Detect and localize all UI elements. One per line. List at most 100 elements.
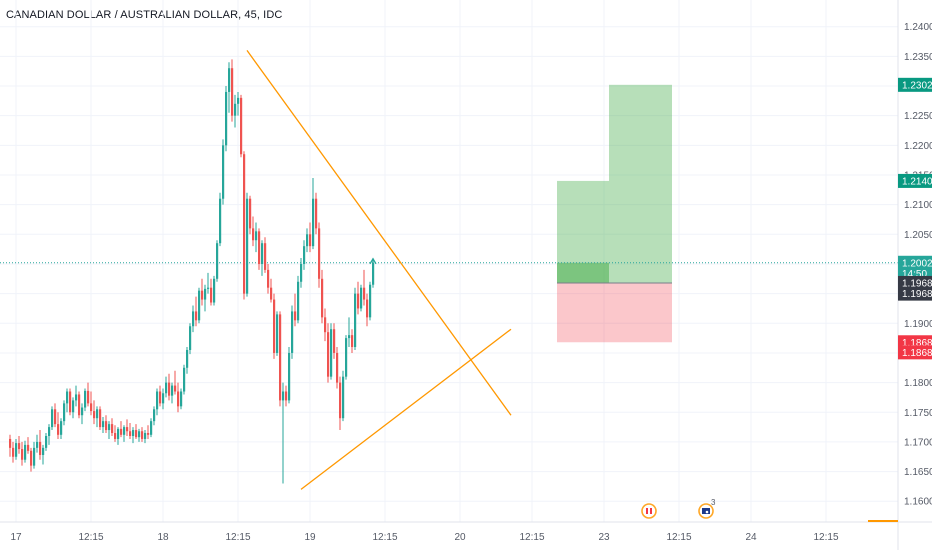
- candle-body: [183, 367, 186, 392]
- candle-body: [225, 91, 228, 146]
- candle-body: [12, 447, 15, 457]
- price-tag-label: 1.1868: [902, 338, 932, 349]
- candle-body: [66, 391, 69, 404]
- entry-arrow-icon: [369, 257, 377, 265]
- price-tag: [898, 275, 932, 290]
- candle-body: [210, 287, 213, 303]
- candle-body: [156, 391, 159, 410]
- candle-body: [147, 433, 150, 435]
- candle-body: [144, 433, 147, 439]
- candle-body: [105, 421, 108, 431]
- candle-body: [174, 385, 177, 392]
- candle-body: [75, 394, 78, 401]
- candle-body: [327, 332, 330, 377]
- candle-body: [162, 393, 165, 404]
- candle-body: [60, 421, 63, 435]
- candle-body: [51, 409, 54, 428]
- candle-body: [339, 382, 342, 419]
- candle-body: [90, 403, 93, 412]
- candle-body: [186, 349, 189, 368]
- candle-body: [273, 299, 276, 353]
- candle-body: [372, 262, 375, 285]
- candle-body: [276, 314, 279, 353]
- candle-body: [78, 394, 81, 416]
- price-tag-label: 1.1968: [902, 278, 932, 289]
- candle-body: [318, 228, 321, 279]
- candle-body: [30, 450, 33, 466]
- candle-body: [84, 390, 87, 408]
- price-tag-label: 1.2002: [902, 258, 932, 269]
- candle-body: [363, 287, 366, 300]
- candle-body: [345, 338, 348, 377]
- price-tag: [898, 255, 932, 270]
- y-tick-label: 1.1750: [904, 408, 932, 419]
- y-tick-label: 1.2050: [904, 230, 932, 241]
- x-tick-label: 12:15: [666, 532, 691, 543]
- candle-body: [108, 424, 111, 431]
- candles: [9, 59, 375, 484]
- candle-body: [189, 326, 192, 350]
- candle-body: [126, 427, 129, 432]
- candle-body: [300, 263, 303, 282]
- candle-body: [303, 246, 306, 264]
- candle-body: [222, 145, 225, 199]
- candle-body: [129, 431, 132, 436]
- chart-title: CANADIAN DOLLAR / AUSTRALIAN DOLLAR, 45,…: [6, 9, 283, 21]
- candle-body: [255, 231, 258, 241]
- candle-body: [354, 293, 357, 348]
- candle-body: [285, 391, 288, 401]
- candle-body: [267, 269, 270, 288]
- candle-body: [201, 290, 204, 300]
- profit-zone-target-2: [609, 84, 672, 283]
- x-tick-label: 17: [10, 532, 22, 543]
- x-tick-label: 20: [454, 532, 466, 543]
- candle-body: [342, 376, 345, 419]
- candle-body: [291, 311, 294, 353]
- x-tick-label: 12:15: [519, 532, 544, 543]
- price-tags: 1.23021.21401.200214:501.19681.19681.186…: [898, 77, 932, 360]
- candle-body: [87, 390, 90, 404]
- candle-body: [18, 443, 21, 450]
- candle-body: [207, 287, 210, 289]
- candle-body: [309, 234, 312, 247]
- price-tag-label: 1.1968: [902, 289, 932, 300]
- price-tag-label: 1.2140: [902, 176, 932, 187]
- candle-body: [198, 290, 201, 321]
- candle-body: [180, 391, 183, 407]
- candle-body: [171, 385, 174, 396]
- candle-body: [24, 444, 27, 460]
- event-markers: 3: [641, 498, 716, 519]
- x-tick-label: 23: [598, 532, 610, 543]
- candle-body: [45, 435, 48, 448]
- x-tick-label: 12:15: [813, 532, 838, 543]
- candle-body: [366, 299, 369, 318]
- y-tick-label: 1.2250: [904, 111, 932, 122]
- price-tag-label: 1.2302: [902, 80, 932, 91]
- candle-body: [243, 154, 246, 294]
- candle-body: [306, 234, 309, 247]
- candle-body: [279, 314, 282, 401]
- candle-body: [63, 403, 66, 422]
- y-tick-label: 1.2350: [904, 52, 932, 63]
- candle-body: [195, 311, 198, 321]
- candle-body: [234, 103, 237, 116]
- australia-flag-star: [705, 510, 709, 514]
- candle-body: [27, 444, 30, 451]
- candle-body: [138, 431, 141, 438]
- candle-body: [39, 441, 42, 455]
- candle-body: [324, 317, 327, 333]
- candle-body: [21, 449, 24, 460]
- x-tick-label: 12:15: [78, 532, 103, 543]
- candle-body: [117, 428, 120, 439]
- y-tick-label: 1.1600: [904, 497, 932, 508]
- canada-flag-center: [648, 508, 650, 514]
- candle-body: [123, 427, 126, 435]
- candle-body: [288, 352, 291, 401]
- candle-body: [177, 391, 180, 407]
- candle-body: [204, 288, 207, 300]
- price-tag: [898, 345, 932, 360]
- candle-body: [114, 433, 117, 439]
- candle-body: [348, 335, 351, 339]
- candle-body: [321, 278, 324, 318]
